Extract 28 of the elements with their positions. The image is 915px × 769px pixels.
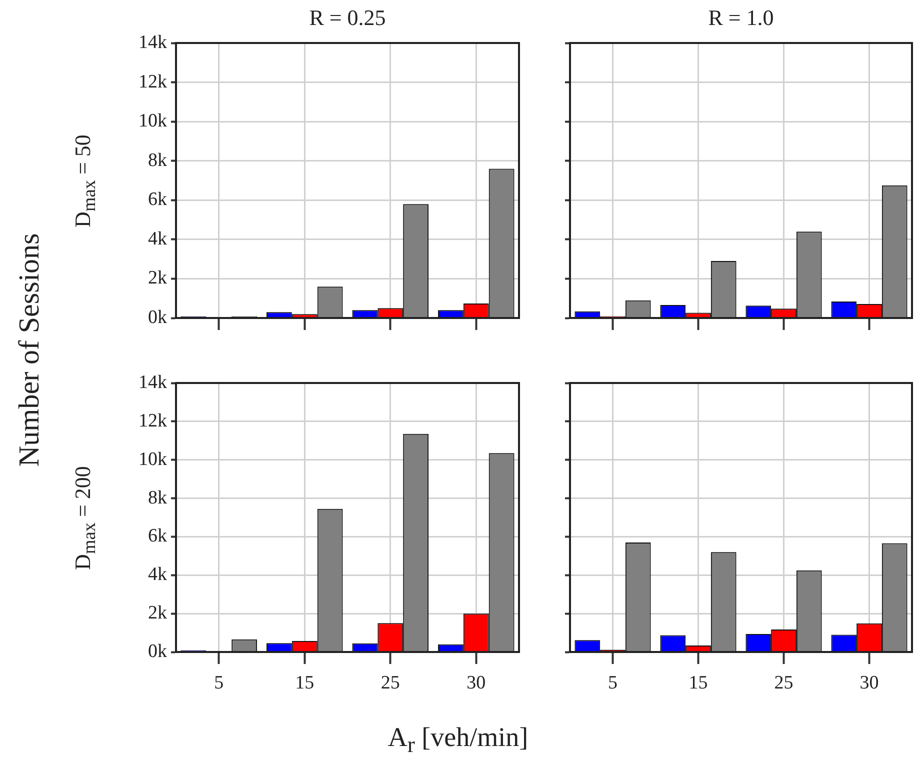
x-tick-label: 5 [214, 672, 224, 694]
chart-title: R = 1.0 [708, 5, 774, 31]
y-tick-label: 14k [138, 372, 168, 393]
y-tick-label: 4k [148, 228, 168, 250]
y-tick-label: 6k [148, 526, 168, 547]
x-tick-label: 15 [688, 672, 708, 694]
y-tick-label: 8k [148, 487, 168, 508]
x-tick-label: 25 [774, 672, 794, 694]
y-tick-label: 2k [148, 602, 168, 624]
y-tick-label: 14k [138, 32, 168, 53]
y-tick-label: 12k [138, 410, 168, 432]
x-axis-title: A$_{r}$ [veh/min] [388, 722, 528, 758]
x-tick-label: 15 [295, 672, 314, 694]
y-tick-label: 0k [148, 306, 168, 328]
x-tick-label: 5 [608, 672, 618, 694]
y-tick-label: 12k [138, 71, 168, 92]
y-tick-label: 6k [148, 189, 168, 210]
y-tick-label: 2k [148, 268, 168, 289]
y-tick-label: 10k [138, 448, 168, 470]
text: Number of Sessions [14, 233, 46, 467]
y-tick-label: 4k [148, 564, 168, 586]
x-tick-label: 25 [380, 672, 400, 694]
chart-title: R = 0.25 [309, 5, 386, 31]
y-tick-label: 10k [138, 110, 168, 132]
y-tick-label: 8k [148, 150, 168, 171]
x-tick-label: 30 [466, 672, 486, 694]
x-tick-label: 30 [860, 672, 879, 694]
y-tick-label: 0k [148, 640, 168, 662]
